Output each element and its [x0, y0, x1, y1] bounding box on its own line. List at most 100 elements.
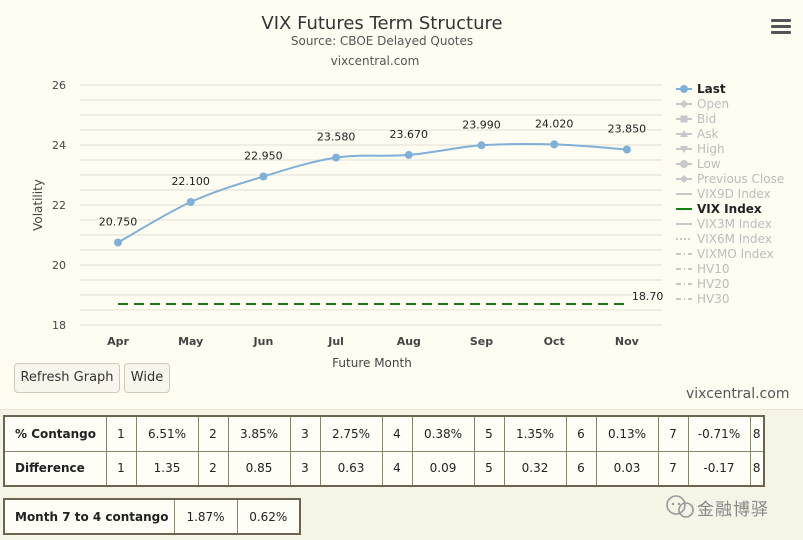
legend-label: Bid	[697, 112, 716, 126]
legend-item[interactable]: Low	[676, 157, 721, 171]
value-cell: -0.71%	[687, 415, 751, 452]
legend-item[interactable]: HV10	[676, 262, 730, 276]
legend-label: VIX6M Index	[697, 232, 772, 246]
legend-triangle-marker	[680, 130, 688, 137]
wide-button[interactable]: Wide	[124, 363, 170, 393]
row-label: Difference	[3, 450, 107, 487]
month-7-to-4-value: 0.62%	[236, 498, 301, 535]
month-7-to-4-label: Month 7 to 4 contango	[3, 498, 175, 535]
vix-index-label: 18.70	[632, 290, 664, 303]
month-index-cell: 7	[657, 415, 689, 452]
y-tick-label: 24	[52, 139, 66, 152]
refresh-graph-button[interactable]: Refresh Graph	[14, 363, 120, 393]
last-data-point	[114, 238, 122, 247]
y-axis: 26 24 22 20 18	[52, 79, 66, 332]
legend-triangle-down-marker	[680, 146, 688, 153]
x-tick-label: Sep	[470, 335, 493, 348]
last-data-point	[404, 150, 413, 159]
legend-item[interactable]: HV20	[676, 277, 730, 291]
last-data-label: 24.020	[535, 117, 574, 130]
chart: VIX Futures Term Structure Source: CBOE …	[31, 13, 784, 370]
chart-title: VIX Futures Term Structure	[261, 13, 502, 34]
site-credit-link[interactable]: vixcentral.com	[686, 386, 790, 402]
month-index-cell: 7	[657, 450, 689, 487]
legend-item[interactable]: VIX Index	[676, 202, 762, 216]
gridlines	[80, 84, 662, 326]
value-cell: 0.38%	[411, 415, 475, 452]
chart-menu-icon[interactable]	[771, 19, 791, 35]
month-index-cell: 2	[197, 415, 229, 452]
legend-label: Last	[697, 82, 726, 96]
last-data-point	[550, 140, 559, 149]
legend-label: Open	[697, 97, 729, 111]
y-tick-label: 22	[52, 199, 66, 212]
legend-item[interactable]: VIX3M Index	[676, 217, 772, 231]
legend-circle-marker	[680, 160, 688, 168]
y-tick-label: 26	[52, 79, 66, 92]
month-7-to-4-table: Month 7 to 4 contango 1.87% 0.62%	[3, 498, 301, 535]
last-data-label: 23.850	[608, 123, 647, 136]
value-cell: 3.85%	[227, 415, 291, 452]
last-data-point	[259, 172, 268, 181]
chart-subtitle: Source: CBOE Delayed Quotes	[291, 34, 473, 48]
legend-square-marker	[680, 115, 688, 123]
month-index-cell: 8	[749, 450, 765, 487]
wechat-logo-icon	[666, 495, 694, 518]
contango-row: Difference 1 1.35 2 0.85 3 0.63 4 0.09 5 0.32 6 0.03…	[3, 450, 765, 487]
month-7-to-4-value: 1.87%	[173, 498, 238, 535]
value-cell: 0.32	[503, 450, 567, 487]
contango-row: % Contango 1 6.51% 2 3.85% 3 2.75% 4 0.38% 5 1.35%…	[3, 415, 765, 452]
value-cell: 1.35	[135, 450, 199, 487]
legend-label: HV20	[697, 277, 730, 291]
legend-item[interactable]: VIX9D Index	[676, 187, 771, 201]
legend-item[interactable]: HV30	[676, 292, 730, 306]
last-series-line	[117, 142, 627, 244]
x-tick-label: Apr	[107, 335, 129, 348]
x-tick-label: Jun	[253, 335, 274, 348]
value-cell: 0.09	[411, 450, 475, 487]
month-index-cell: 6	[565, 415, 597, 452]
month-index-cell: 3	[289, 415, 321, 452]
last-data-point	[622, 145, 631, 154]
legend-item[interactable]: Last	[676, 82, 726, 96]
legend-item[interactable]: VIX6M Index	[676, 232, 772, 246]
last-data-label: 23.990	[462, 118, 501, 131]
last-data-point	[332, 153, 341, 162]
legend-item[interactable]: Open	[676, 97, 729, 111]
month-index-cell: 8	[749, 415, 765, 452]
month-index-cell: 1	[105, 450, 137, 487]
last-data-point	[477, 141, 486, 150]
legend-label: Previous Close	[697, 172, 784, 186]
month-index-cell: 4	[381, 415, 413, 452]
legend-label: HV10	[697, 262, 730, 276]
legend-item[interactable]: High	[676, 142, 725, 156]
series-layer: 20.750 22.100 22.950 23.580 23.670 23.990 24.0…	[99, 117, 664, 305]
row-label: % Contango	[3, 415, 107, 452]
last-data-label: 22.100	[171, 175, 210, 188]
x-tick-label: Aug	[397, 335, 421, 348]
value-cell: 0.03	[595, 450, 659, 487]
x-tick-label: Oct	[544, 335, 565, 348]
x-axis: Apr May Jun Jul Aug Sep Oct Nov	[107, 335, 640, 348]
x-tick-label: Jul	[327, 335, 344, 348]
y-axis-title: Volatility	[31, 179, 45, 231]
legend-diamond-marker	[680, 175, 688, 183]
month-index-cell: 5	[473, 450, 505, 487]
watermark-text: 金融博驿	[697, 500, 769, 520]
value-cell: 2.75%	[319, 415, 383, 452]
legend-diamond-marker	[680, 100, 688, 108]
month-index-cell: 4	[381, 450, 413, 487]
legend-item[interactable]: Ask	[676, 127, 718, 141]
last-data-point	[186, 198, 195, 206]
chart-panel: VIX Futures Term Structure Source: CBOE …	[0, 0, 803, 410]
month-index-cell: 6	[565, 450, 597, 487]
chart-site-link[interactable]: vixcentral.com	[331, 54, 420, 68]
last-data-label: 23.580	[317, 131, 356, 144]
legend-item[interactable]: VIXMO Index	[676, 247, 774, 261]
value-cell: -0.17	[687, 450, 751, 487]
legend-item[interactable]: Bid	[676, 112, 716, 126]
legend-item[interactable]: Previous Close	[676, 172, 784, 186]
y-tick-label: 18	[52, 319, 66, 332]
legend-label: Ask	[697, 127, 718, 141]
